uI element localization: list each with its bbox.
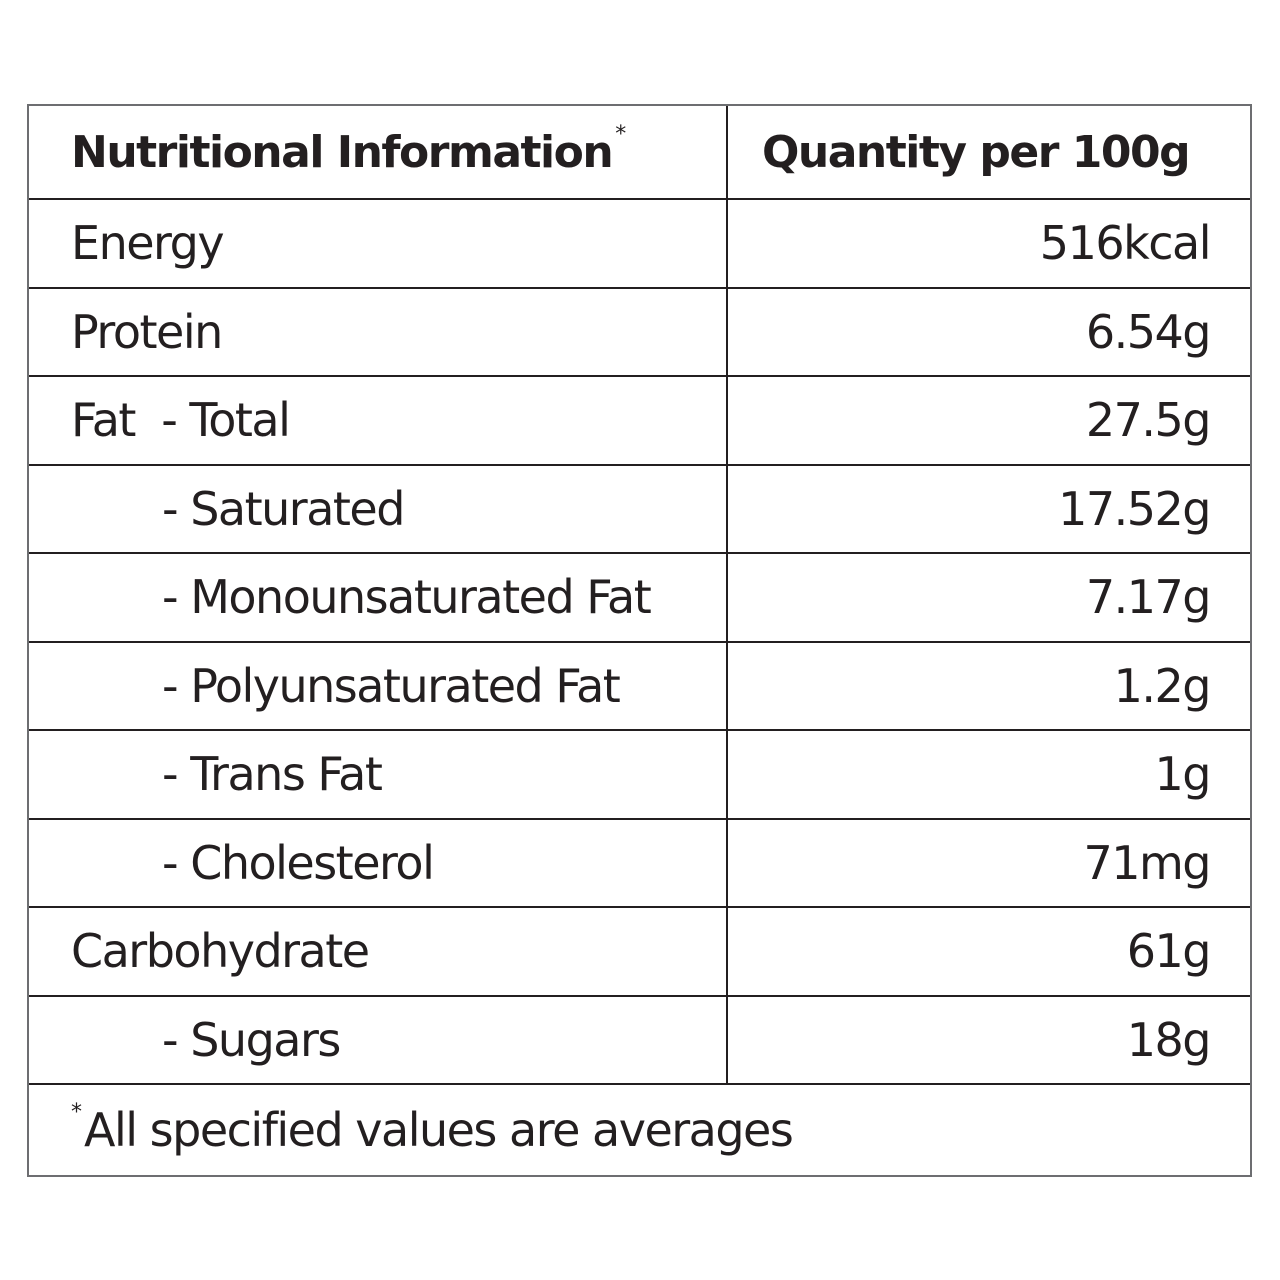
nutrient-quantity: 7.17g xyxy=(1085,570,1212,625)
nutrient-name: Fat - Total xyxy=(29,377,728,464)
table-header-row: Nutritional Information * Quantity per 10… xyxy=(29,106,1250,200)
table-footnote: * All specified values are averages xyxy=(29,1085,1250,1175)
table-row: Energy 516kcal xyxy=(29,200,1250,289)
nutrient-name: - Monounsaturated Fat xyxy=(29,554,728,641)
table-row: - Cholesterol 71mg xyxy=(29,819,1250,908)
table-body: Energy 516kcal Protein 6.54g Fat - Total 27.5… xyxy=(29,200,1250,1085)
table-row: - Sugars 18g xyxy=(29,996,1250,1085)
header-nutrient-label: Nutritional Information xyxy=(71,126,614,178)
table-row: Fat - Total 27.5g xyxy=(29,377,1250,466)
table-row: Protein 6.54g xyxy=(29,288,1250,377)
table-row: - Saturated 17.52g xyxy=(29,465,1250,554)
header-quantity-label: Quantity per 100g xyxy=(762,126,1191,178)
nutrient-name: - Saturated xyxy=(29,465,728,552)
nutrient-quantity: 516kcal xyxy=(1039,216,1212,271)
header-footnote-marker: * xyxy=(615,121,627,147)
nutrition-table: Nutritional Information * Quantity per 10… xyxy=(27,104,1252,1177)
nutrient-name: Carbohydrate xyxy=(29,908,728,995)
header-quantity-column: Quantity per 100g xyxy=(728,106,1250,198)
table-row: Carbohydrate 61g xyxy=(29,908,1250,997)
nutrient-name: - Sugars xyxy=(29,996,728,1083)
nutrient-name: - Polyunsaturated Fat xyxy=(29,642,728,729)
table-row: - Polyunsaturated Fat 1.2g xyxy=(29,642,1250,731)
table-row: - Monounsaturated Fat 7.17g xyxy=(29,554,1250,643)
nutrient-quantity: 71mg xyxy=(1083,835,1211,890)
nutrient-quantity: 61g xyxy=(1126,924,1212,979)
table-row: - Trans Fat 1g xyxy=(29,731,1250,820)
nutrient-name: - Trans Fat xyxy=(29,731,728,818)
nutrient-quantity: 6.54g xyxy=(1085,304,1212,359)
nutrient-name: - Cholesterol xyxy=(29,819,728,906)
nutrient-quantity: 1g xyxy=(1154,747,1212,802)
nutrient-quantity: 18g xyxy=(1126,1012,1212,1067)
nutrient-quantity: 1.2g xyxy=(1113,658,1212,713)
footnote-text: All specified values are averages xyxy=(84,1103,794,1157)
nutrient-quantity: 27.5g xyxy=(1085,393,1212,448)
nutrient-quantity: 17.52g xyxy=(1058,481,1211,536)
header-nutrient-column: Nutritional Information * xyxy=(29,106,728,198)
nutrient-name: Energy xyxy=(29,200,728,287)
footnote-marker: * xyxy=(71,1099,82,1125)
nutrient-name: Protein xyxy=(29,288,728,375)
